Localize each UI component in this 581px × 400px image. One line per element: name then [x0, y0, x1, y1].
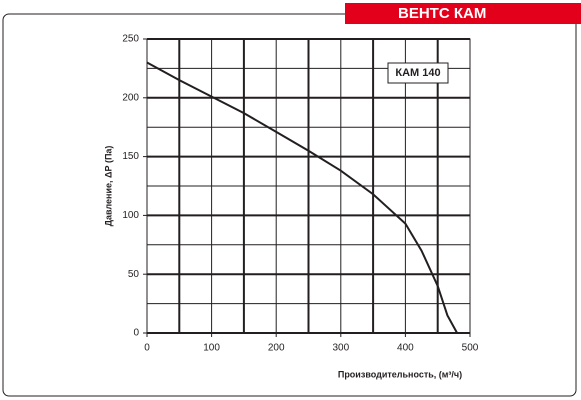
- curve: [146, 61, 458, 334]
- y-tick-label: 250: [122, 34, 139, 45]
- x-tick-label: 100: [203, 343, 220, 354]
- x-tick-label: 500: [462, 343, 479, 354]
- plot-border: [146, 38, 471, 334]
- y-tick-label: 200: [122, 92, 139, 103]
- y-tick-label: 100: [122, 210, 139, 221]
- x-tick-label: 200: [268, 343, 285, 354]
- x-tick-label: 0: [144, 343, 150, 354]
- brand: ВЕНТС КАМ: [398, 5, 486, 22]
- y-tick-label: 50: [128, 269, 140, 280]
- annotation-box: [387, 62, 449, 84]
- y-tick-label: 150: [122, 151, 139, 162]
- frame: [2, 13, 577, 397]
- x-axis-label: Производительность, (м³/ч): [338, 369, 462, 379]
- y-axis-label: Давление, ΔР (Па): [103, 146, 113, 227]
- x-tick-label: 400: [397, 343, 414, 354]
- y-tick-label: 0: [133, 328, 139, 339]
- annotation: КАМ 140: [395, 67, 440, 79]
- x-tick-label: 300: [332, 343, 349, 354]
- brand-banner: [345, 3, 581, 24]
